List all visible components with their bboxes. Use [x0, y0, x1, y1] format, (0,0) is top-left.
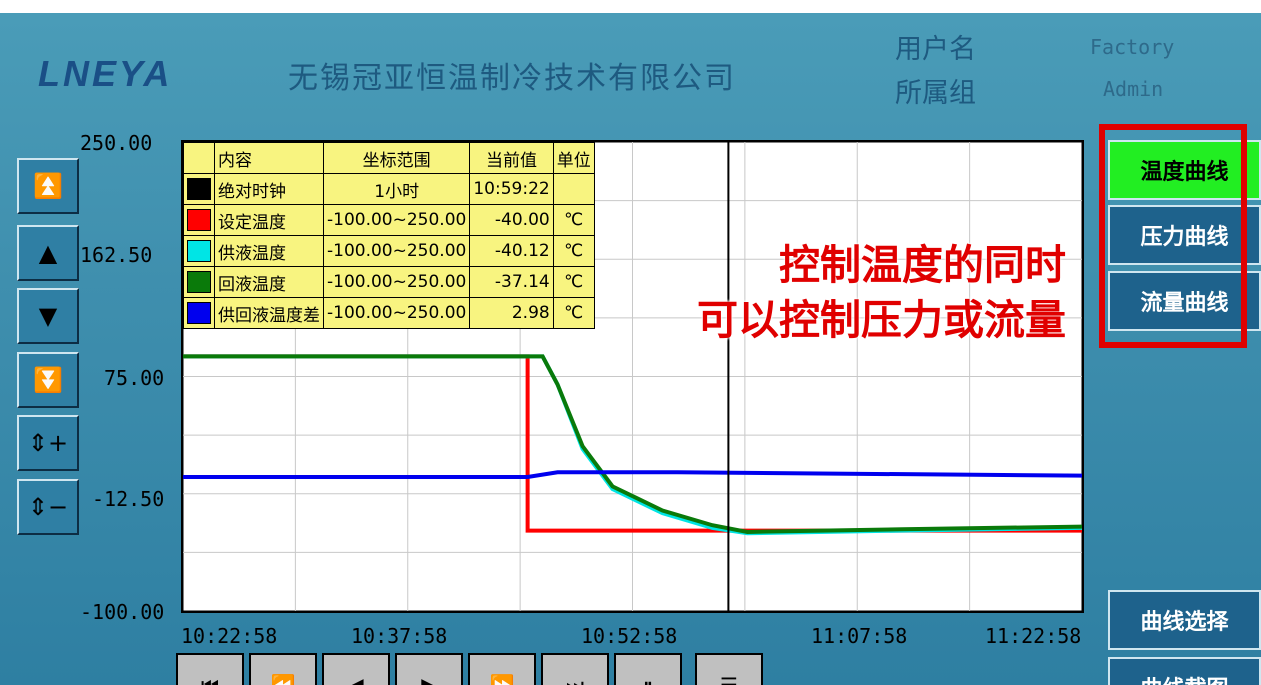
group-label: 所属组 [895, 78, 976, 109]
zoom-in-button[interactable]: ⇕+ [17, 415, 79, 471]
legend-value: 2.98 [469, 297, 554, 329]
zoom-in-icon: ⇕+ [27, 429, 69, 457]
legend-name: 设定温度 [214, 204, 324, 236]
y-tick-label: -12.50 [92, 487, 165, 511]
legend-row: 设定温度 -100.00~250.00 -40.00 ℃ [183, 204, 595, 236]
skip-start-icon: ⏮ [201, 673, 219, 685]
y-tick-label: -100.00 [80, 600, 165, 624]
x-tick-label: 11:22:58 [985, 624, 1082, 648]
legend-value: -40.12 [469, 235, 554, 267]
skip-end-icon: ⏭ [566, 673, 584, 685]
rewind-icon: ⏪ [270, 673, 296, 685]
user-value: Factory [1090, 35, 1175, 59]
legend-name: 回液温度 [214, 266, 324, 298]
down-arrow-icon: ▼ [38, 302, 58, 330]
left-arrow-icon: ◀ [348, 673, 364, 685]
double-up-arrow-icon: ⏫ [33, 172, 63, 200]
legend-header: 当前值 [469, 142, 554, 174]
y-tick-label: 75.00 [104, 366, 165, 390]
series-line [183, 470, 1083, 479]
fast-forward-icon: ⏩ [489, 673, 515, 685]
annotation-line1: 控制温度的同时 [779, 241, 1066, 289]
scroll-up-button[interactable]: ▲ [17, 225, 79, 281]
pause-icon: ⏸ [643, 673, 653, 685]
color-swatch [187, 240, 211, 262]
logo: LNEYA [38, 53, 173, 94]
right-arrow-icon: ▶ [421, 673, 437, 685]
legend-header: 单位 [552, 142, 595, 174]
settings-button[interactable]: ☰ [695, 653, 763, 685]
zoom-out-button[interactable]: ⇕− [17, 479, 79, 535]
pressure-curve-button[interactable]: 压力曲线 [1108, 205, 1261, 265]
up-arrow-icon: ▲ [38, 239, 58, 267]
legend-header: 内容 [214, 142, 324, 174]
legend-range: -100.00~250.00 [322, 266, 471, 298]
legend-unit: ℃ [552, 266, 595, 298]
forward-button[interactable]: ▶ [395, 653, 463, 685]
scroll-down-button[interactable]: ▼ [17, 288, 79, 344]
flow-curve-button[interactable]: 流量曲线 [1108, 271, 1261, 331]
curve-screenshot-button[interactable]: 曲线截图 [1108, 657, 1261, 685]
pause-button[interactable]: ⏸ [614, 653, 682, 685]
group-value: Admin [1103, 77, 1164, 101]
x-tick-label: 11:07:58 [811, 624, 908, 648]
back-button[interactable]: ◀ [322, 653, 390, 685]
legend-row: 供液温度 -100.00~250.00 -40.12 ℃ [183, 235, 595, 267]
user-label: 用户名 [895, 34, 976, 65]
scroll-bottom-button[interactable]: ⏬ [17, 352, 79, 408]
menu-icon: ☰ [720, 673, 738, 685]
hmi-screen: LNEYA 无锡冠亚恒温制冷技术有限公司 用户名 所属组 Factory Adm… [0, 13, 1261, 685]
legend-value: -37.14 [469, 266, 554, 298]
x-tick-label: 10:37:58 [351, 624, 448, 648]
curve-select-button[interactable]: 曲线选择 [1108, 590, 1261, 650]
annotation-line2: 可以控制压力或流量 [697, 296, 1066, 344]
series-line [183, 354, 1083, 534]
legend-header: 坐标范围 [322, 142, 471, 174]
legend-row: 回液温度 -100.00~250.00 -37.14 ℃ [183, 266, 595, 298]
color-swatch [187, 271, 211, 293]
color-swatch [187, 178, 211, 200]
legend-row: 供回液温度差 -100.00~250.00 2.98 ℃ [183, 297, 595, 329]
last-page-button[interactable]: ⏭ [541, 653, 609, 685]
legend-name: 供回液温度差 [214, 297, 324, 329]
legend-range: -100.00~250.00 [322, 204, 471, 236]
legend-row: 绝对时钟 1小时 10:59:22 [183, 173, 595, 205]
legend-value: -40.00 [469, 204, 554, 236]
legend-range: -100.00~250.00 [322, 235, 471, 267]
legend-name: 供液温度 [214, 235, 324, 267]
legend-unit: ℃ [552, 297, 595, 329]
y-tick-label: 162.50 [80, 243, 153, 267]
company-name: 无锡冠亚恒温制冷技术有限公司 [288, 61, 736, 96]
fast-back-button[interactable]: ⏪ [249, 653, 317, 685]
legend-range: -100.00~250.00 [322, 297, 471, 329]
temperature-curve-button[interactable]: 温度曲线 [1108, 140, 1261, 200]
legend-unit: ℃ [552, 204, 595, 236]
legend-range: 1小时 [322, 173, 471, 205]
legend-unit [552, 173, 595, 205]
zoom-out-icon: ⇕− [27, 493, 69, 521]
color-swatch [187, 209, 211, 231]
fast-forward-button[interactable]: ⏩ [468, 653, 536, 685]
first-page-button[interactable]: ⏮ [176, 653, 244, 685]
double-down-arrow-icon: ⏬ [33, 366, 63, 394]
legend-name: 绝对时钟 [214, 173, 324, 205]
y-tick-label: 250.00 [80, 131, 153, 155]
legend-unit: ℃ [552, 235, 595, 267]
highlight-box [1099, 124, 1247, 348]
legend-table: 内容 坐标范围 当前值 单位 绝对时钟 1小时 10:59:22 设定温度 -100.… [183, 142, 595, 329]
color-swatch [187, 302, 211, 324]
x-tick-label: 10:22:58 [181, 624, 278, 648]
legend-value: 10:59:22 [469, 173, 554, 205]
x-tick-label: 10:52:58 [581, 624, 678, 648]
scroll-top-button[interactable]: ⏫ [17, 158, 79, 214]
